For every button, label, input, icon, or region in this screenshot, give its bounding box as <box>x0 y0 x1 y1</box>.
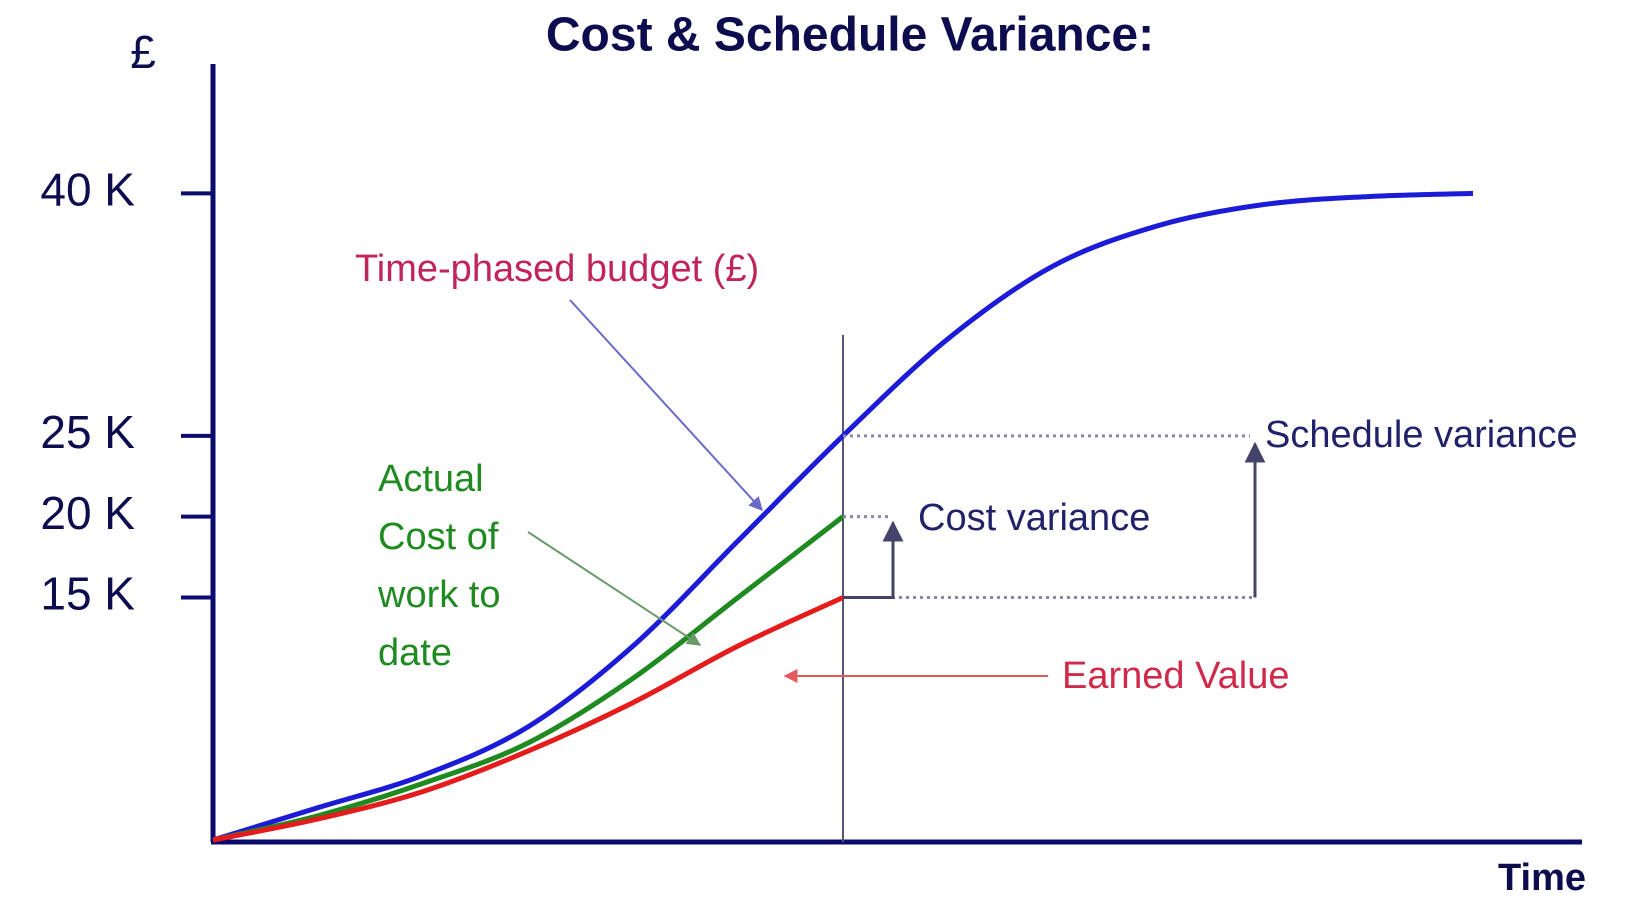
cost-variance-arrow <box>843 520 904 599</box>
budget-pointer <box>569 299 763 512</box>
y-tick-label: 15 K <box>40 568 135 620</box>
chart-title: Cost & Schedule Variance: <box>546 9 1154 62</box>
series-label: Time-phased budget (£) <box>355 248 760 290</box>
annotation: Schedule variance <box>1265 413 1578 456</box>
annotation: Cost variance <box>918 496 1151 539</box>
line-series <box>212 514 845 843</box>
y-axis-label: £ <box>130 26 156 78</box>
y-tick-label: 40 K <box>40 163 135 215</box>
series-label: Actual Cost of work to date <box>378 458 501 674</box>
line-series <box>212 595 845 843</box>
y-tick-label: 20 K <box>40 487 135 539</box>
actual-pointer <box>527 531 702 646</box>
x-axis-label: Time <box>1498 857 1586 899</box>
series-label: Earned Value <box>1062 655 1290 697</box>
y-tick-label: 25 K <box>40 406 135 458</box>
line-series <box>212 190 1474 843</box>
